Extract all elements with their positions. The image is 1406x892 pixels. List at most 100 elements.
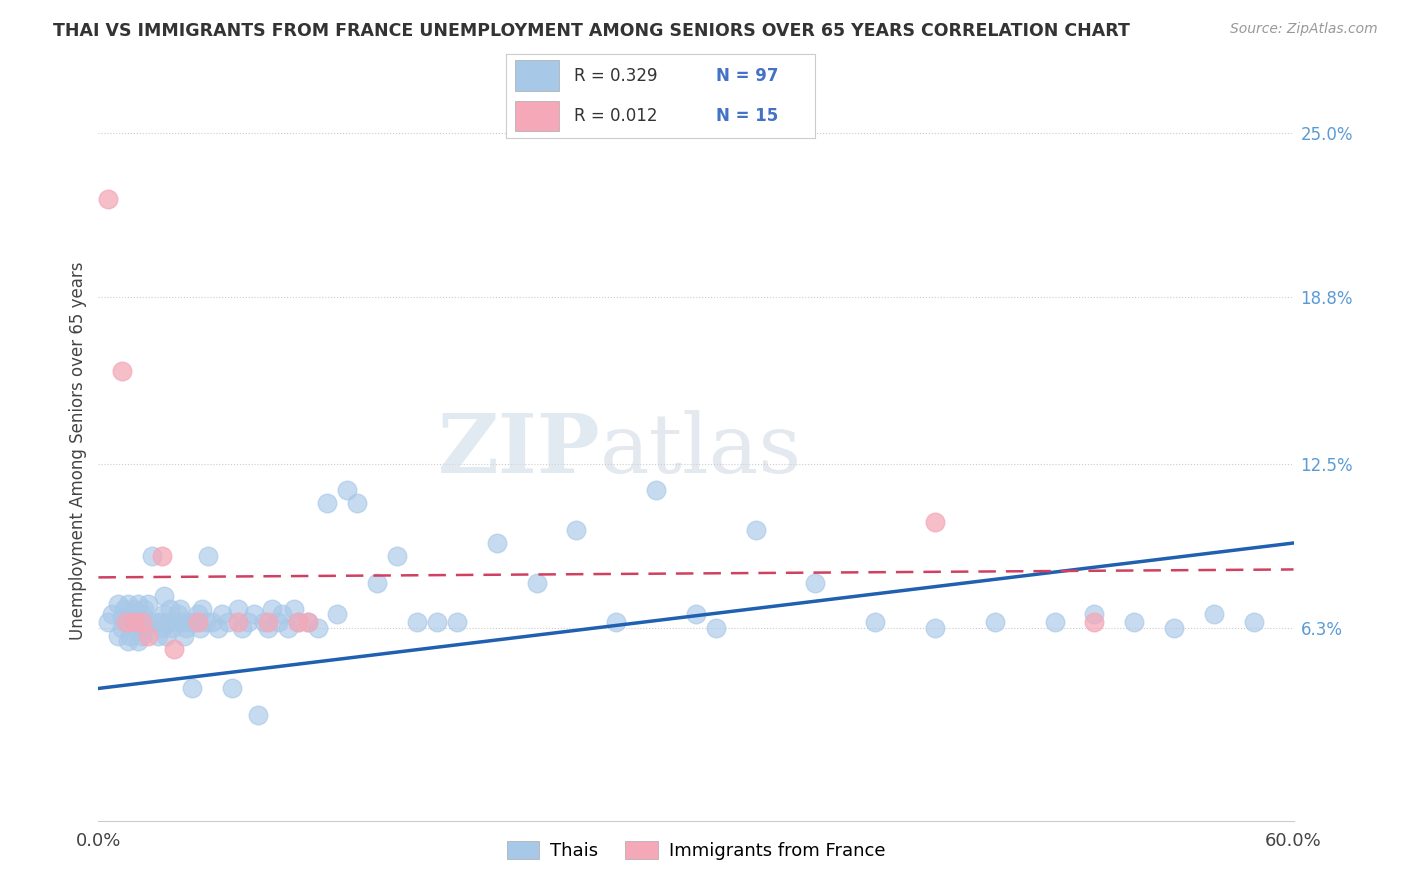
Point [270,607,292,622]
Point [120,615,142,630]
Point [115,615,138,630]
Point [120,629,142,643]
Point [131,607,153,622]
Point [297,615,319,630]
Point [125,615,148,630]
Point [316,496,339,510]
Point [155,629,177,643]
Point [385,549,409,564]
Point [924,621,946,635]
Point [111,364,134,378]
Point [163,641,186,656]
Point [157,615,180,630]
Point [217,615,239,630]
Text: R = 0.012: R = 0.012 [574,107,658,125]
Point [143,615,166,630]
Point [148,629,170,643]
Text: ZIP: ZIP [437,410,600,491]
Point [526,575,548,590]
Point [283,602,305,616]
Point [1083,607,1105,622]
Point [804,575,827,590]
Point [97,192,120,206]
Point [307,621,329,635]
Point [107,629,129,643]
Point [336,483,359,497]
Point [172,615,194,630]
Point [188,621,211,635]
Point [277,621,299,635]
Point [131,629,153,643]
Point [167,607,190,622]
Point [256,621,278,635]
Point [124,615,146,630]
Text: THAI VS IMMIGRANTS FROM FRANCE UNEMPLOYMENT AMONG SENIORS OVER 65 YEARS CORRELAT: THAI VS IMMIGRANTS FROM FRANCE UNEMPLOYM… [53,22,1130,40]
Point [153,589,176,603]
Legend: Thais, Immigrants from France: Thais, Immigrants from France [499,833,893,867]
Point [149,615,172,630]
Point [111,610,134,624]
Text: Source: ZipAtlas.com: Source: ZipAtlas.com [1230,22,1378,37]
Point [1202,607,1225,622]
Point [163,615,186,630]
Text: N = 15: N = 15 [717,107,779,125]
Point [745,523,768,537]
Point [645,483,668,497]
Point [984,615,1007,630]
Point [865,615,887,630]
Point [685,607,707,622]
Point [211,607,233,622]
Point [131,615,153,630]
Point [117,633,139,648]
Point [246,707,269,722]
Point [1083,615,1105,630]
FancyBboxPatch shape [516,101,558,131]
Point [231,621,253,635]
Point [117,597,139,611]
Point [326,607,349,622]
Point [141,549,163,564]
Point [256,615,278,630]
Point [201,615,224,630]
Point [115,615,138,630]
Point [111,621,134,635]
Text: atlas: atlas [600,410,803,491]
Point [346,496,368,510]
Point [924,515,946,529]
Point [406,615,429,630]
Point [101,607,124,622]
Point [287,615,309,630]
Point [183,615,205,630]
Point [150,621,173,635]
Point [221,681,243,696]
Point [260,602,283,616]
Point [127,633,149,648]
Point [136,629,159,643]
Point [236,615,259,630]
Point [226,615,249,630]
Point [187,615,209,630]
Point [160,621,183,635]
Point [226,602,249,616]
Point [297,615,319,630]
Point [134,621,156,635]
Point [127,597,149,611]
Point [150,549,173,564]
Point [197,549,219,564]
Point [191,602,214,616]
Point [253,615,276,630]
Point [287,615,309,630]
Point [112,602,135,616]
Text: N = 97: N = 97 [717,67,779,85]
Point [107,597,129,611]
Point [124,602,146,616]
Point [159,602,181,616]
Point [187,607,209,622]
Point [121,607,143,622]
Point [1243,615,1265,630]
Point [1123,615,1146,630]
Point [169,602,191,616]
Point [129,615,152,630]
Point [243,607,266,622]
Point [195,615,218,630]
